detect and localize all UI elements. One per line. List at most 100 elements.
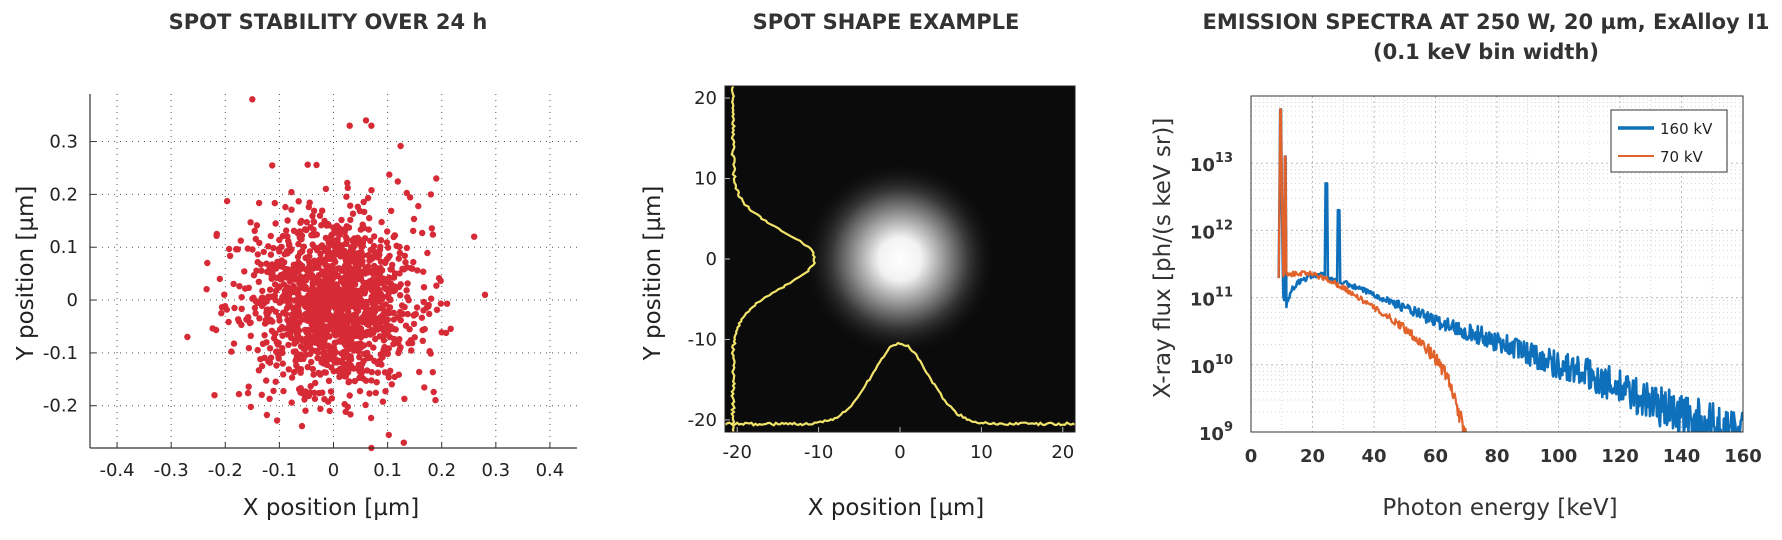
chart-emission-spectra: EMISSION SPECTRA AT 250 W, 20 µm, ExAllo… [1150,10,1769,521]
chart1-point [236,283,243,290]
chart1-point [418,314,426,321]
chart1-point [376,251,383,258]
chart1-point [327,388,335,395]
chart1-point [396,249,404,257]
chart1-point [279,360,286,367]
chart1-point [273,417,281,424]
chart1-point [329,276,336,283]
chart1-point [391,287,399,294]
chart1-point [404,310,411,318]
chart1-point [251,227,258,234]
chart1-point [308,303,315,310]
chart1-point [383,239,391,246]
chart1-point [356,374,363,381]
chart1-point [309,365,317,373]
chart1-point [370,289,377,297]
chart1-point [322,369,329,376]
chart1-point [354,307,362,314]
chart3-ylabel: X-ray flux [ph/(s keV sr)] [1150,118,1176,399]
chart1-point [405,297,412,304]
chart1-point [369,282,376,290]
chart1-point [221,291,228,298]
chart1-point [300,243,307,250]
chart1-point [371,233,378,240]
chart1-point [238,294,245,301]
chart1-point [353,270,360,278]
chart1-point [311,395,319,402]
chart1-point [263,298,270,305]
chart3-xticks: 0 20 40 60 80 100 120 140 160 [1245,446,1762,467]
chart1-point [313,303,320,310]
chart1-point [273,348,281,355]
chart1-point [261,332,268,339]
chart1-point [410,258,417,266]
chart1-point [420,284,428,291]
chart1-point [403,287,410,294]
chart1-point [376,333,384,340]
chart1-point [367,246,374,254]
chart1-point [433,306,441,313]
chart1-point [387,367,394,374]
chart1-point [443,300,451,307]
chart1-point [341,253,349,261]
chart1-point [286,326,293,333]
chart1-point [294,276,301,283]
chart1-point [381,369,389,376]
chart1-point [355,293,362,301]
chart1-point [362,377,370,384]
chart1-point [337,309,344,317]
chart1-point [323,316,330,323]
chart1-point [260,248,267,256]
chart1-point [267,232,274,240]
chart1-point [272,265,280,272]
chart1-point [346,303,353,311]
chart1-point [319,288,326,295]
chart1-point [382,259,389,267]
chart1-point [344,276,351,283]
chart1-point [310,232,318,239]
chart1-point [278,323,286,331]
chart1-point [282,297,289,304]
chart1-point [298,422,306,430]
chart1-point [259,287,266,295]
chart1-point [345,269,352,277]
chart1-point [228,348,235,355]
chart1-point [397,344,404,351]
chart1-point [279,232,287,240]
chart2-xticks: -20 -10 0 10 20 [723,427,1074,463]
chart1-point [255,199,263,207]
chart1-point [216,275,223,283]
chart1-point [269,318,276,325]
chart1-point [332,258,339,266]
chart1-point [306,199,313,206]
chart1-point [401,303,408,311]
chart1-point [347,202,354,209]
chart1-point [397,292,404,299]
chart2-ylabel: Y position [µm] [640,186,666,362]
chart1-point [406,194,414,201]
chart1-point [345,379,352,386]
chart1-point [319,270,327,278]
chart1-point [280,281,288,288]
chart1-point [410,312,417,319]
chart1-point [271,199,278,207]
chart1-point [314,354,321,362]
chart1-point [263,377,270,384]
chart1-point [298,262,306,270]
chart1-point [361,290,368,297]
chart1-point [294,230,301,237]
chart1-point [354,203,361,210]
chart1-point [250,294,257,301]
chart1-point [285,301,292,309]
chart1-point [311,389,318,396]
chart1-point [318,222,325,229]
chart1-point [289,319,297,326]
chart1-point [382,344,389,352]
chart1-point [285,237,292,245]
chart1-point [319,389,326,396]
chart2-ytick-label: 0 [706,249,717,270]
chart1-point [287,247,294,254]
chart1-point [312,379,319,387]
chart1-point [351,235,358,242]
